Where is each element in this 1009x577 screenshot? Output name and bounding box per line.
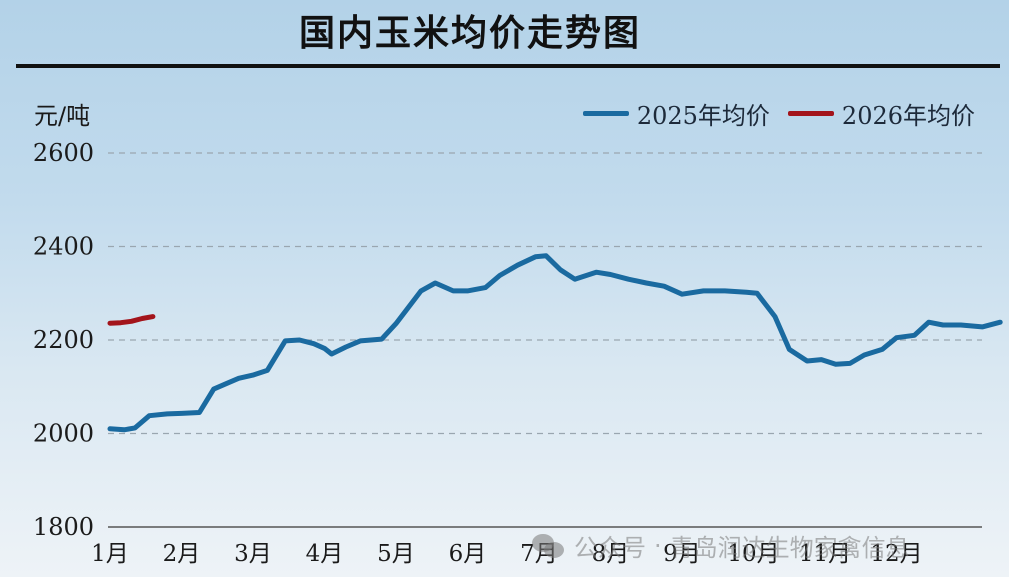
legend-item-2026: 2026年均价 [787,96,975,131]
legend-label-2026: 2026年均价 [841,102,975,130]
x-tick-label: 8月 [592,541,630,567]
y-axis-unit-label: 元/吨 [34,102,91,130]
x-axis-ticks: 1月 2月 3月 4月 5月 6月 7月 8月 9月 10月 11月 12月 [91,541,922,567]
x-tick-label: 3月 [234,541,272,567]
y-tick-label: 2400 [33,233,94,261]
data-series [107,253,1003,433]
y-tick-label: 2000 [33,420,94,448]
series-2025-line [107,253,1003,433]
legend-swatch-2026 [787,111,834,116]
legend-label-2025: 2025年均价 [636,102,770,130]
x-tick-label: 11月 [799,541,851,567]
x-tick-label: 9月 [663,541,701,567]
y-axis-ticks: 1800 2000 2200 2400 2600 [33,139,94,541]
y-tick-label: 2600 [33,139,94,167]
chart-title: 国内玉米均价走势图 [298,13,641,54]
x-tick-label: 12月 [870,541,922,567]
x-tick-label: 6月 [449,541,487,567]
x-tick-label: 2月 [163,541,201,567]
x-tick-label: 4月 [306,541,344,567]
series-2026-line [107,314,156,326]
gridlines [108,152,982,435]
title-divider [16,64,1000,68]
x-tick-label: 7月 [520,541,558,567]
x-tick-label: 10月 [727,541,779,567]
x-tick-label: 5月 [377,541,415,567]
legend-swatch-2025 [582,111,629,116]
y-tick-label: 2200 [33,326,94,354]
legend-item-2025: 2025年均价 [582,96,770,131]
chart-legend: 2025年均价 2026年均价 [582,96,975,131]
x-tick-label: 1月 [91,541,129,567]
y-tick-label: 1800 [33,513,94,541]
